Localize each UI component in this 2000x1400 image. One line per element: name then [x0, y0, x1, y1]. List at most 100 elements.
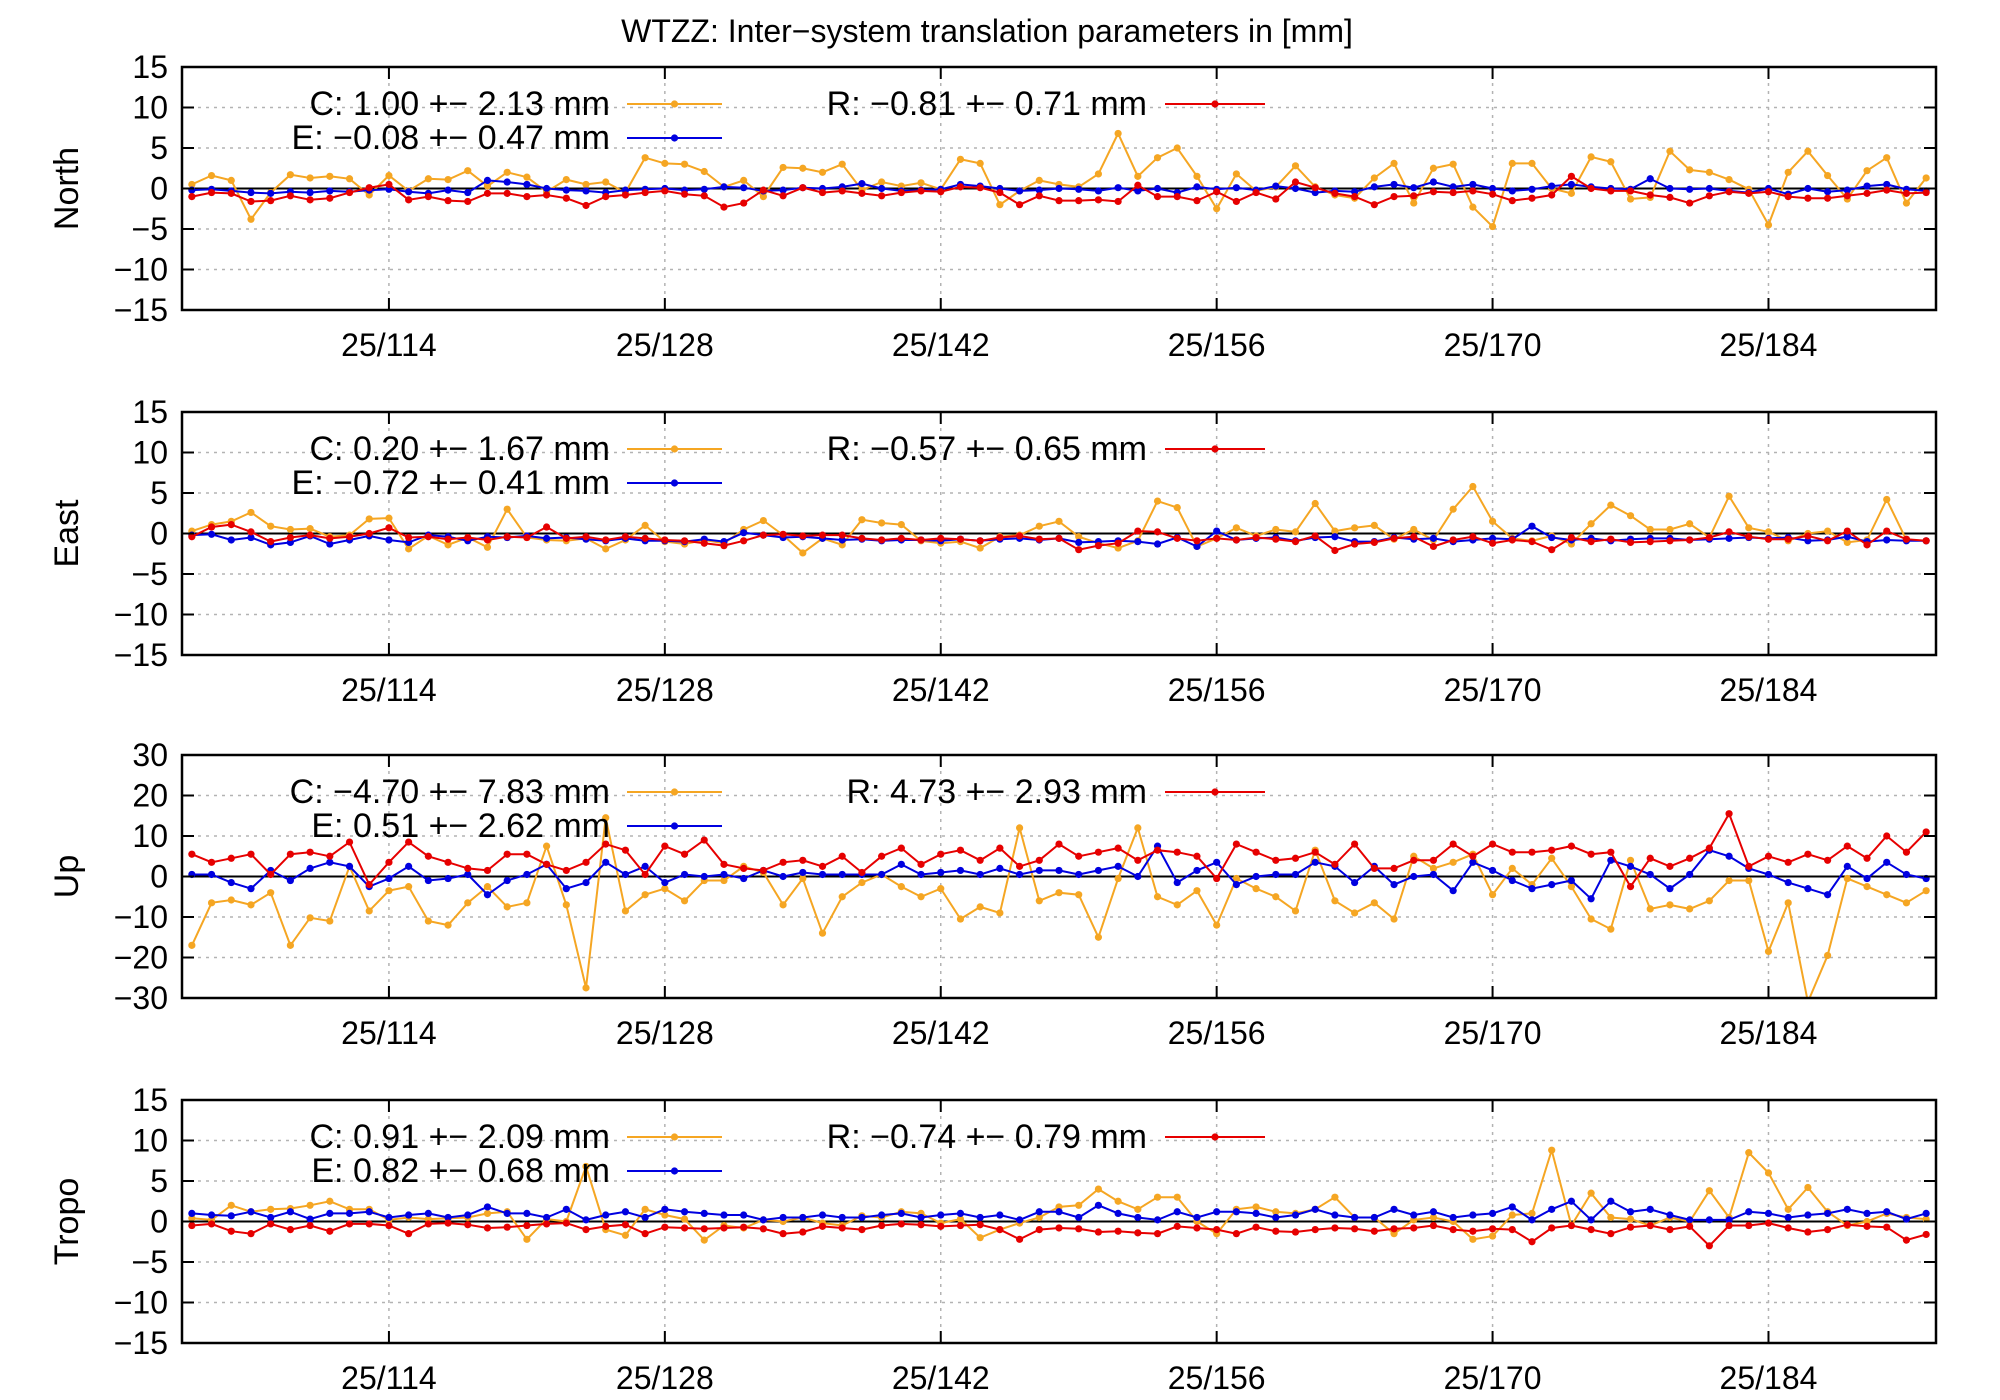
data-point-C [1035, 176, 1043, 184]
data-point-E [1804, 184, 1812, 193]
data-point-R [562, 866, 570, 875]
data-point-E [1134, 1213, 1142, 1222]
data-point-E [542, 1213, 551, 1222]
data-point-R [1351, 840, 1359, 848]
data-point-R [1725, 810, 1733, 818]
ytick-label: −10 [114, 597, 168, 633]
data-point-C [1705, 897, 1713, 905]
data-point-C [1626, 195, 1635, 203]
data-point-R [917, 860, 925, 868]
legend-marker [1211, 100, 1219, 108]
data-point-R [641, 870, 649, 879]
legend-marker [670, 445, 679, 453]
data-point-R [306, 848, 314, 856]
data-point-E [227, 536, 235, 544]
data-point-R [1351, 193, 1359, 201]
data-point-R [1626, 1223, 1635, 1231]
data-point-R [1804, 850, 1812, 858]
data-point-R [1922, 537, 1930, 545]
data-point-R [641, 1230, 649, 1238]
data-point-R [523, 1221, 531, 1230]
data-point-C [878, 519, 886, 527]
data-point-C [1626, 1215, 1635, 1223]
data-point-E [1429, 534, 1438, 542]
data-point-R [1607, 187, 1615, 195]
data-point-E [1705, 1216, 1713, 1224]
xtick-label: 25/142 [892, 327, 990, 363]
data-point-R [1548, 191, 1556, 199]
data-point-R [878, 192, 886, 200]
data-point-E [1075, 870, 1083, 879]
data-point-E [956, 866, 965, 875]
data-point-C [306, 525, 314, 533]
data-point-R [1213, 188, 1221, 196]
data-point-E [1843, 1205, 1851, 1213]
legend-label: R: −0.74 +− 0.79 mm [827, 1118, 1147, 1156]
data-point-R [1291, 538, 1300, 546]
data-point-C [1686, 520, 1694, 528]
data-point-R [1764, 535, 1773, 543]
data-point-R [385, 1221, 393, 1230]
data-point-E [1075, 185, 1083, 193]
data-point-R [976, 184, 984, 192]
data-point-C [424, 917, 432, 925]
data-point-E [405, 188, 413, 196]
legend-marker [670, 479, 679, 487]
legend-entry-E: E: −0.08 +− 0.47 mm [292, 119, 722, 157]
data-point-R [1232, 1230, 1240, 1238]
data-point-R [1351, 540, 1359, 548]
data-point-R [424, 533, 432, 541]
data-point-E [306, 1215, 314, 1223]
data-point-R [1370, 864, 1378, 873]
data-point-E [779, 1213, 787, 1222]
data-point-R [1390, 193, 1398, 201]
data-point-E [661, 878, 669, 887]
data-point-E [562, 885, 570, 893]
data-point-C [227, 176, 235, 184]
data-point-E [523, 1209, 531, 1217]
data-point-C [582, 180, 590, 189]
data-point-E [1153, 540, 1162, 548]
data-point-R [1863, 1222, 1871, 1230]
data-point-R [680, 190, 689, 198]
data-point-C [1429, 164, 1438, 172]
data-point-C [405, 545, 413, 553]
y-axis-label: Tropo [48, 1178, 86, 1266]
data-point-E [267, 1213, 275, 1222]
ytick-label: 5 [150, 130, 168, 166]
data-point-E [1331, 1211, 1339, 1219]
legend-entry-C: C: 0.91 +− 2.09 mm [310, 1118, 722, 1156]
data-point-C [1390, 915, 1398, 923]
data-point-E [424, 876, 432, 885]
xtick-label: 25/156 [1168, 672, 1266, 708]
chart-title: WTZZ: Inter−system translation parameter… [621, 13, 1353, 49]
data-point-R [1686, 854, 1694, 862]
data-point-E [444, 186, 452, 194]
data-point-E [1666, 1211, 1674, 1219]
data-point-E [1725, 1216, 1733, 1224]
data-point-C [523, 173, 531, 181]
data-point-R [1291, 178, 1300, 186]
data-point-C [464, 899, 472, 907]
data-point-R [207, 1220, 216, 1228]
data-point-R [405, 1230, 413, 1238]
data-point-R [1114, 1227, 1122, 1235]
data-point-C [1528, 1209, 1536, 1217]
data-point-C [1902, 199, 1911, 207]
data-point-C [444, 921, 452, 929]
data-point-C [1804, 1183, 1812, 1192]
data-point-C [1351, 524, 1359, 532]
data-point-E [740, 874, 748, 883]
data-point-C [1508, 1211, 1516, 1219]
data-point-R [956, 1221, 965, 1230]
xtick-label: 25/156 [1168, 1015, 1266, 1051]
data-point-R [1232, 840, 1240, 848]
data-point-R [937, 534, 945, 542]
data-point-R [1114, 844, 1122, 852]
data-point-C [661, 885, 669, 893]
ytick-label: −10 [114, 1285, 168, 1321]
data-point-R [1213, 534, 1221, 542]
data-point-E [1055, 184, 1063, 193]
data-point-R [700, 1225, 708, 1233]
legend-marker [1211, 1133, 1219, 1141]
